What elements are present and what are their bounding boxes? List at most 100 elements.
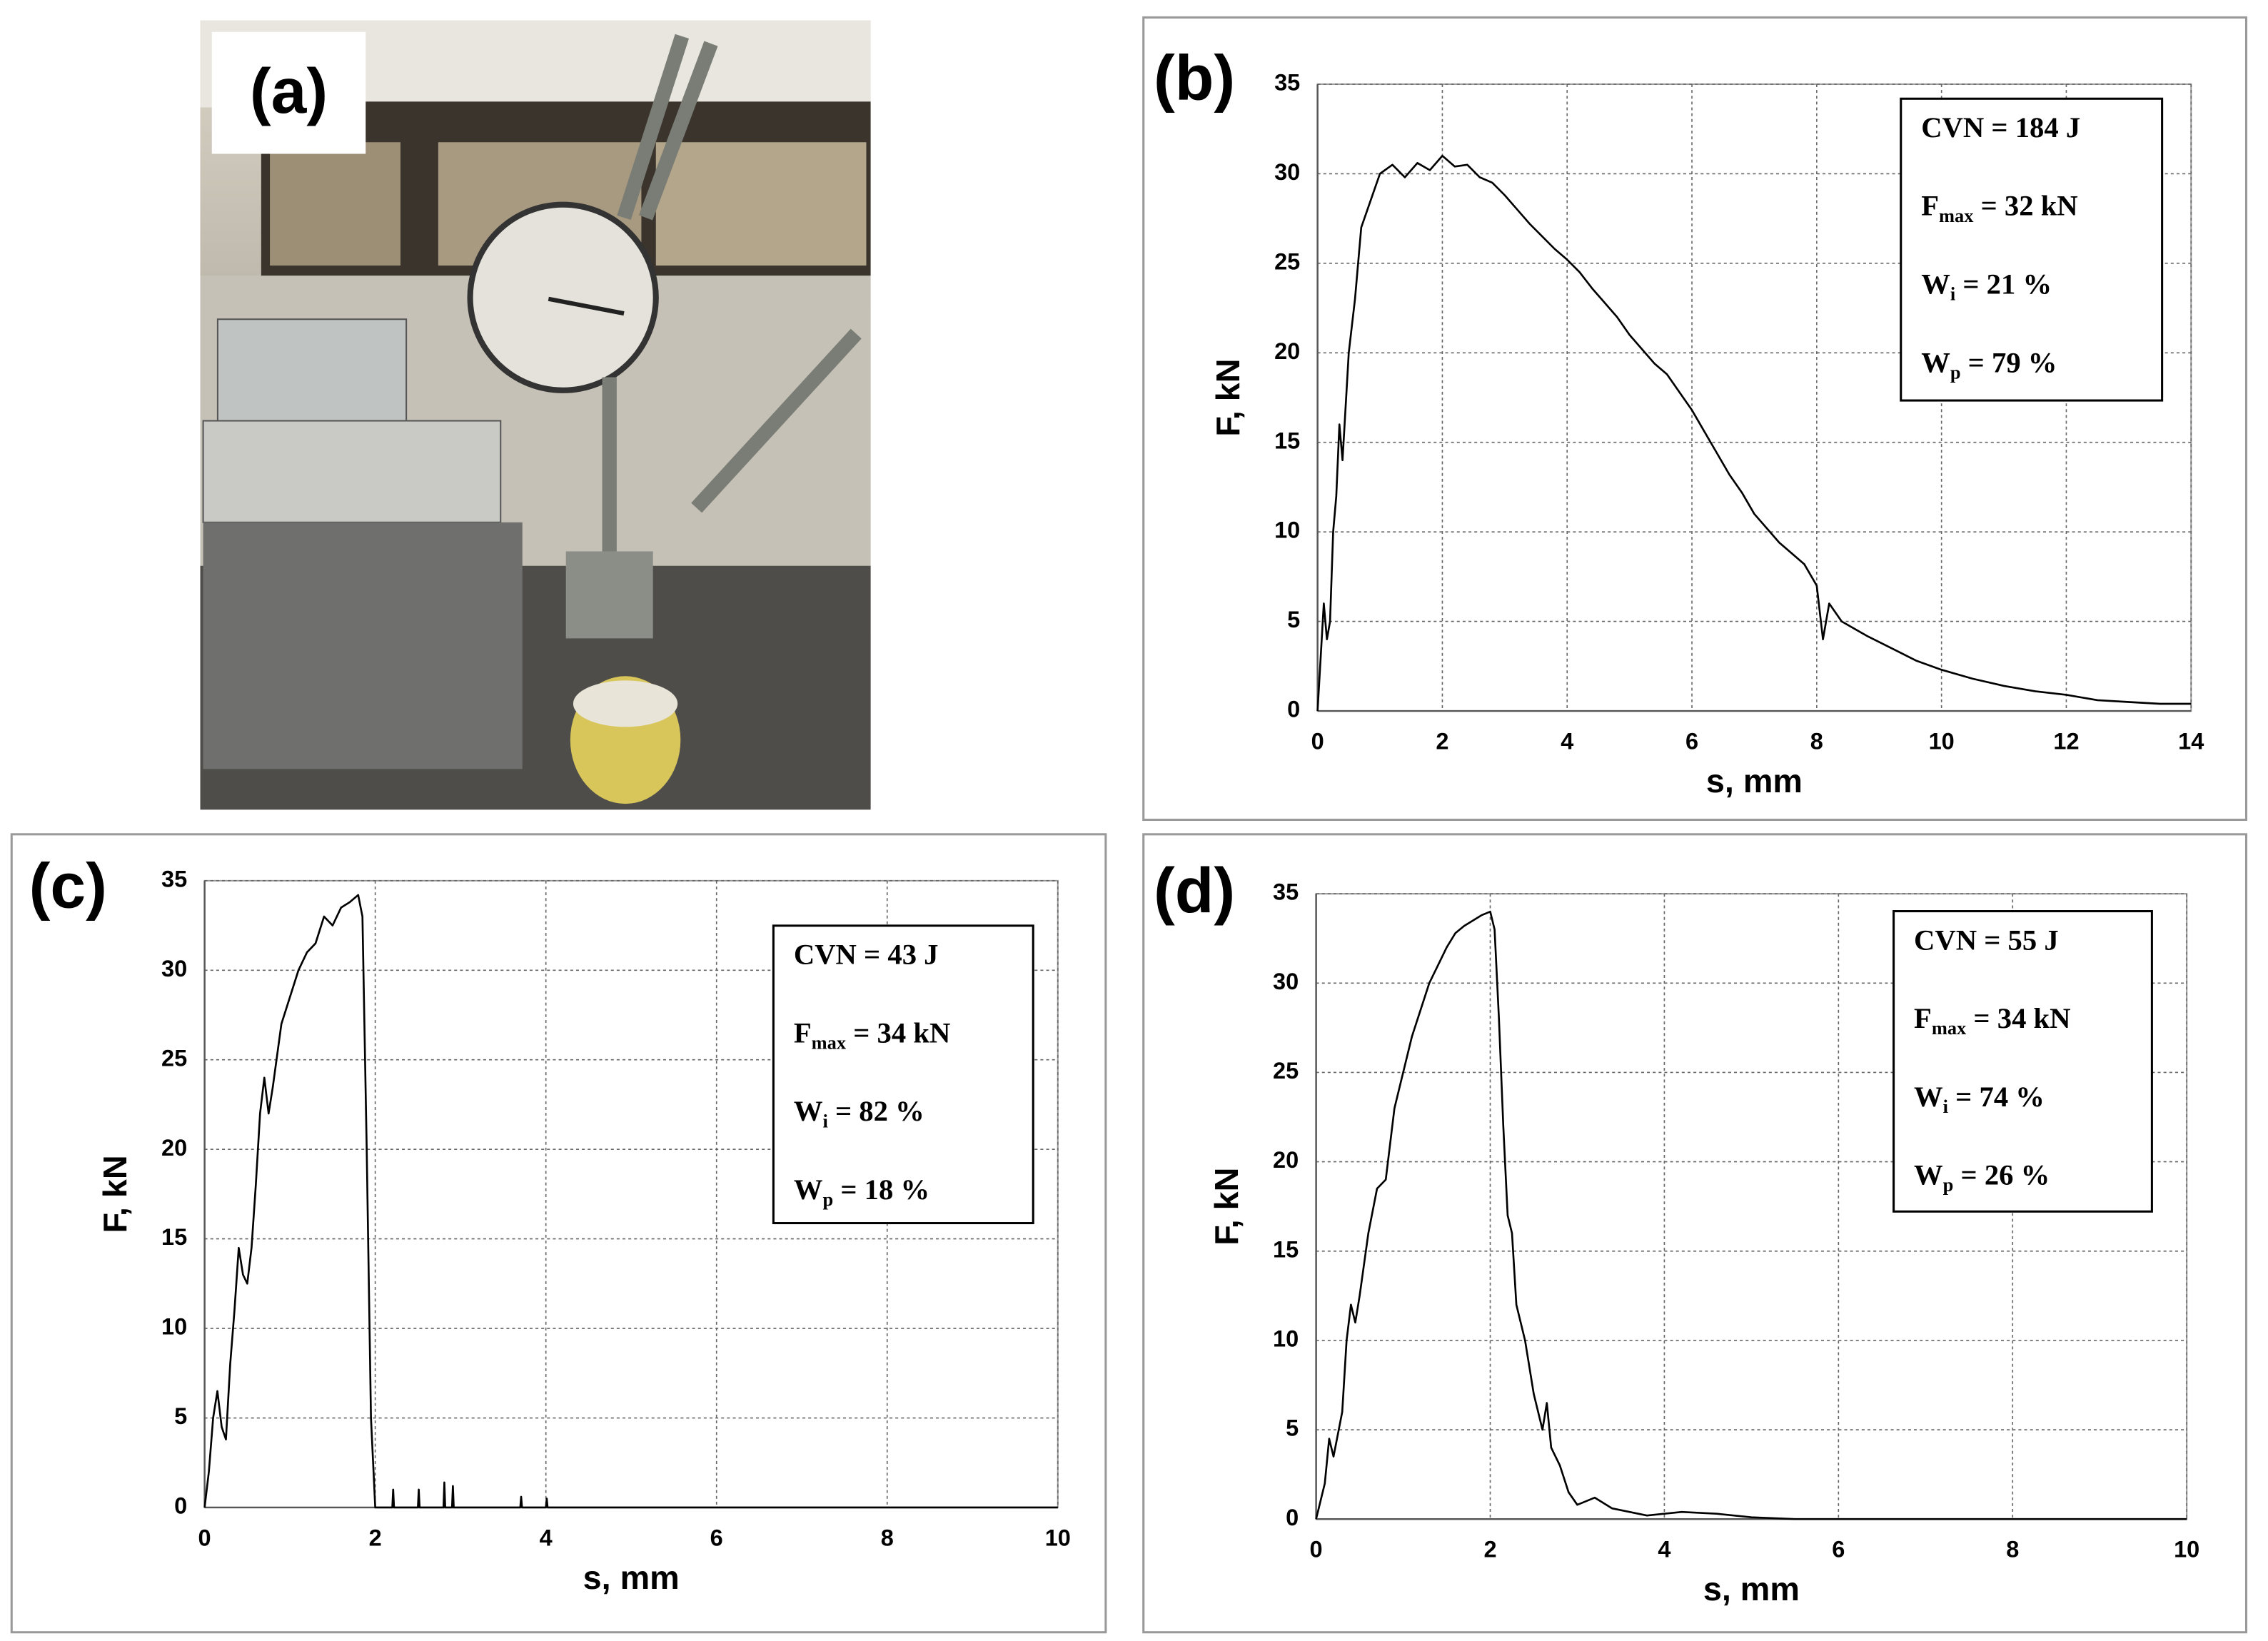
y-tick-label: 25 xyxy=(1273,1058,1299,1084)
y-axis-title: F, kN xyxy=(96,1155,133,1233)
annotation-text: = 74 % xyxy=(1948,1081,2045,1113)
chart-panel: 0 5 10 15 20 25 30 35 0 2 4 6 8 10 12 14 s, mm F, kN (b) CV… xyxy=(1142,16,2248,822)
x-tick-label: 2 xyxy=(1436,728,1448,754)
panel-frame xyxy=(1142,833,2248,1634)
panel-frame xyxy=(1142,16,2248,822)
y-tick-label: 20 xyxy=(161,1135,187,1161)
annotation-text: W xyxy=(1921,347,1950,379)
x-tick-label: 0 xyxy=(1311,728,1324,754)
x-tick-label: 10 xyxy=(1929,728,1955,754)
panel-label: (b) xyxy=(1154,42,1235,113)
x-axis-title: s, mm xyxy=(1703,1570,1800,1607)
x-tick-label: 12 xyxy=(2053,728,2079,754)
annotation: Wp = 79 % xyxy=(1921,347,2057,383)
y-tick-label: 30 xyxy=(1274,159,1300,185)
annotation-subscript: p xyxy=(822,1188,833,1210)
annotation-text: W xyxy=(1921,268,1950,301)
y-axis-title: F, kN xyxy=(1209,358,1246,436)
annotation-text: W xyxy=(1914,1081,1943,1113)
annotation-text: CVN = 43 J xyxy=(794,939,939,971)
annotation: Wi = 74 % xyxy=(1914,1081,2045,1117)
annotation-text: CVN = 55 J xyxy=(1914,924,2059,956)
annotation: CVN = 55 J xyxy=(1914,924,2059,956)
x-tick-label: 4 xyxy=(540,1525,553,1550)
annotation-text: = 26 % xyxy=(1953,1159,2050,1191)
annotation-text: = 21 % xyxy=(1955,268,2052,301)
y-tick-label: 15 xyxy=(161,1224,187,1250)
annotation-text: = 79 % xyxy=(1961,347,2057,379)
x-tick-label: 4 xyxy=(1658,1537,1670,1562)
data-line xyxy=(203,894,1058,1509)
annotation: Wi = 82 % xyxy=(794,1095,924,1131)
x-tick-label: 10 xyxy=(1045,1525,1071,1550)
photo: (a) xyxy=(200,20,871,810)
annotation-text: = 34 kN xyxy=(846,1017,950,1049)
y-tick-label: 0 xyxy=(1287,697,1300,722)
x-tick-label: 6 xyxy=(1685,728,1698,754)
chart-panel: 0 5 10 15 20 25 30 35 0 2 4 6 8 10 s, mm F, kN (c) CVN = … xyxy=(10,833,1107,1634)
annotation-subscript: max xyxy=(1939,205,1974,226)
annotation: Fmax = 34 kN xyxy=(794,1017,950,1054)
annotation-text: = 18 % xyxy=(833,1173,929,1206)
y-axis-title: F, kN xyxy=(1208,1168,1245,1246)
annotation-text: F xyxy=(1921,190,1939,222)
annotation-text: F xyxy=(794,1017,812,1049)
x-tick-label: 8 xyxy=(2006,1537,2019,1562)
y-tick-label: 0 xyxy=(1286,1505,1299,1530)
annotation: CVN = 184 J xyxy=(1921,111,2080,143)
y-tick-label: 15 xyxy=(1273,1236,1299,1262)
x-tick-label: 0 xyxy=(1310,1537,1323,1562)
chart-panel: 0 5 10 15 20 25 30 35 0 2 4 6 8 10 s, mm F, kN (d) CVN = … xyxy=(1142,833,2248,1634)
annotation-text: = 82 % xyxy=(828,1095,924,1127)
annotation-text: W xyxy=(794,1173,823,1206)
panel-label: (c) xyxy=(29,850,107,922)
x-tick-label: 8 xyxy=(881,1525,894,1550)
x-tick-label: 6 xyxy=(710,1525,723,1550)
data-line xyxy=(1315,910,2187,1520)
x-tick-label: 14 xyxy=(2178,728,2204,754)
annotation-text: CVN = 184 J xyxy=(1921,111,2080,143)
annotation: Wp = 26 % xyxy=(1914,1159,2050,1196)
y-tick-label: 0 xyxy=(174,1493,187,1519)
x-tick-label: 10 xyxy=(2174,1537,2199,1562)
y-tick-label: 35 xyxy=(1274,70,1300,96)
y-tick-label: 20 xyxy=(1273,1147,1299,1173)
x-tick-label: 6 xyxy=(1832,1537,1845,1562)
y-tick-label: 30 xyxy=(1273,969,1299,994)
annotation-text: W xyxy=(1914,1159,1943,1191)
annotation-subscript: i xyxy=(1950,283,1955,305)
annotation-subscript: max xyxy=(1932,1017,1967,1039)
annotation-subscript: i xyxy=(822,1110,827,1131)
annotation-subscript: max xyxy=(812,1032,847,1054)
annotation-box xyxy=(1900,97,2164,402)
y-tick-label: 25 xyxy=(1274,248,1300,274)
annotation: Fmax = 32 kN xyxy=(1921,190,2077,226)
annotation: Fmax = 34 kN xyxy=(1914,1002,2070,1039)
y-tick-label: 30 xyxy=(161,956,187,981)
y-tick-label: 35 xyxy=(161,866,187,892)
x-tick-label: 0 xyxy=(198,1525,211,1550)
x-tick-label: 2 xyxy=(369,1525,382,1550)
y-tick-label: 10 xyxy=(1273,1326,1299,1352)
x-tick-label: 8 xyxy=(1810,728,1823,754)
y-tick-label: 10 xyxy=(161,1314,187,1340)
data-line xyxy=(1316,154,2192,712)
annotation: Wp = 18 % xyxy=(794,1173,929,1210)
y-tick-label: 20 xyxy=(1274,338,1300,364)
y-tick-label: 5 xyxy=(1286,1415,1299,1441)
annotation-text: = 32 kN xyxy=(1973,190,2077,222)
y-tick-label: 5 xyxy=(1287,607,1300,632)
annotation-subscript: p xyxy=(1950,362,1961,383)
y-tick-label: 5 xyxy=(174,1403,187,1429)
annotation: CVN = 43 J xyxy=(794,939,939,971)
y-tick-label: 25 xyxy=(161,1045,187,1071)
annotation-subscript: i xyxy=(1943,1096,1948,1117)
panel-label: (a) xyxy=(250,55,328,126)
x-axis-title: s, mm xyxy=(1706,762,1803,799)
x-tick-label: 4 xyxy=(1561,728,1573,754)
y-tick-label: 15 xyxy=(1274,428,1300,453)
annotation-box xyxy=(772,924,1034,1225)
annotation-subscript: p xyxy=(1943,1174,1954,1196)
annotation-box xyxy=(1892,910,2153,1213)
